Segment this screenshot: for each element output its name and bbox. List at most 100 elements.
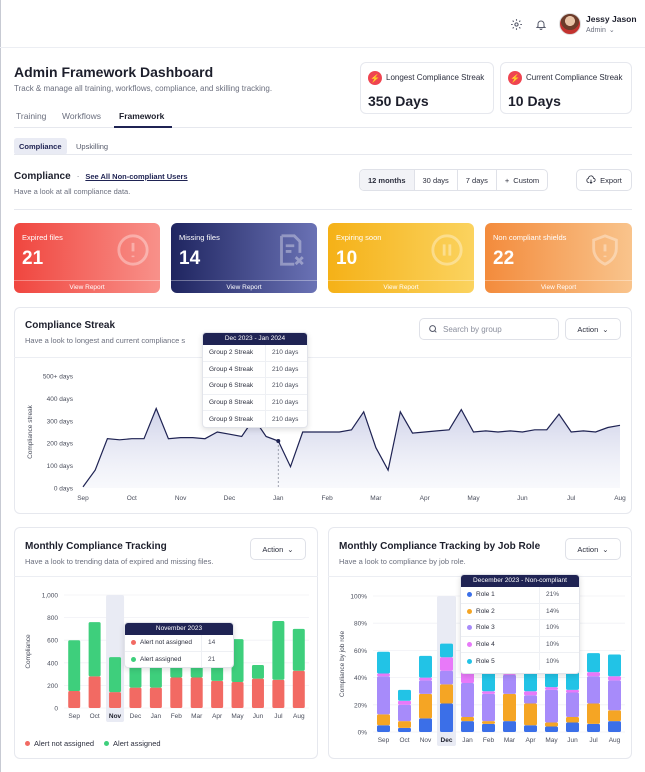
longest-streak-value: 350 Days <box>368 93 429 109</box>
export-label: Export <box>600 175 622 185</box>
avatar[interactable] <box>559 13 581 35</box>
x-tick-label: Mar <box>504 737 516 744</box>
tooltip-value: 14 <box>201 635 233 651</box>
legend-dot <box>467 625 472 631</box>
y-tick-label: 40% <box>354 675 367 682</box>
chevron-down-icon: ⌄ <box>608 27 615 34</box>
stat-value: 21 <box>22 248 44 269</box>
tab-training[interactable]: Training <box>16 111 47 121</box>
x-tick-label: Dec <box>224 495 236 502</box>
streak-action-button[interactable]: Action ⌄ <box>565 318 621 340</box>
legend-item[interactable]: Alert assigned <box>104 739 161 748</box>
chevron-down-icon: ⌄ <box>602 544 609 554</box>
compliance-title: Compliance <box>14 171 71 182</box>
x-tick-label: Dec <box>130 713 142 720</box>
page-subtitle: Track & manage all training, workflows, … <box>14 84 273 93</box>
bar-segment <box>608 710 621 722</box>
bar-segment <box>461 672 474 684</box>
bar-segment <box>482 723 495 732</box>
x-tick-label: May <box>231 713 244 720</box>
tooltip-key-label: Role 1 <box>476 591 495 599</box>
tooltip-key: Group 9 Streak <box>209 415 254 423</box>
legend-item[interactable]: Alert not assigned <box>25 739 94 748</box>
bell-icon[interactable] <box>531 14 551 34</box>
range-custom[interactable]: + Custom <box>497 170 547 190</box>
current-streak-value: 10 Days <box>508 93 561 109</box>
monthly-action-button[interactable]: Action ⌄ <box>250 538 306 560</box>
tooltip-key-label: Alert assigned <box>140 656 182 664</box>
subtab-upskilling[interactable]: Upskilling <box>76 142 109 151</box>
bar-segment <box>170 677 183 708</box>
bar-segment <box>292 628 305 671</box>
tooltip-value: 10% <box>539 636 579 652</box>
tooltip-key-label: Role 4 <box>476 640 495 648</box>
view-report-link[interactable]: View Report <box>14 280 160 293</box>
action-label: Action <box>577 544 599 554</box>
legend-label: Alert not assigned <box>34 739 95 748</box>
x-tick-label: Jun <box>253 713 264 720</box>
tooltip-key: Role 2 <box>461 608 539 615</box>
stat-label: Non compliant shields <box>493 233 567 242</box>
bar-segment <box>231 639 244 683</box>
jobrole-action-button[interactable]: Action ⌄ <box>565 538 621 560</box>
legend-dot <box>467 592 472 598</box>
view-report-link[interactable]: View Report <box>171 280 317 293</box>
x-tick-label: Aug <box>293 713 305 720</box>
bar-segment <box>482 693 495 722</box>
tooltip-row: Group 2 Streak 210 days <box>203 345 307 362</box>
legend-dot <box>467 608 472 614</box>
stat-label: Expired files <box>22 233 63 242</box>
bar-segment <box>419 680 432 694</box>
tooltip-row: Alert not assigned 14 <box>125 635 233 652</box>
range-12-months[interactable]: 12 months <box>360 170 415 190</box>
stat-value: 22 <box>493 248 515 269</box>
x-tick-label: Jun <box>517 495 528 502</box>
gear-icon[interactable] <box>506 14 526 34</box>
range-7-days[interactable]: 7 days <box>458 170 497 190</box>
search-input[interactable]: Search by group <box>443 324 502 334</box>
view-report-link[interactable]: View Report <box>328 280 474 293</box>
compliance-header: Compliance · See All Non-compliant Users <box>14 171 188 182</box>
export-button[interactable]: Export <box>576 169 632 191</box>
role-dropdown[interactable]: Admin ⌄ <box>586 26 615 35</box>
y-tick-label: 0% <box>358 730 368 737</box>
bar-segment <box>503 674 516 694</box>
bar-segment <box>211 680 224 708</box>
streak-line <box>82 406 621 488</box>
bar-segment <box>440 657 453 671</box>
bar-segment <box>398 721 411 728</box>
bar-segment <box>524 695 537 704</box>
x-tick-label: Sep <box>378 737 390 744</box>
bar-segment <box>419 677 432 681</box>
tab-framework[interactable]: Framework <box>119 111 165 121</box>
bar-segment <box>545 726 558 732</box>
non-compliant-users-link[interactable]: See All Non-compliant Users <box>85 172 188 181</box>
y-tick-label: 500+ days <box>43 374 74 381</box>
bar-segment <box>545 689 558 723</box>
x-tick-label: Mar <box>191 713 203 720</box>
tooltip-header: December 2023 - Non-compliant <box>461 575 579 587</box>
tooltip-key: Group 8 Streak <box>209 398 254 406</box>
subtab-compliance[interactable]: Compliance <box>14 138 67 155</box>
plus-icon: + <box>504 175 510 185</box>
bar-segment <box>190 677 203 708</box>
group-search[interactable]: Search by group <box>419 318 559 340</box>
y-tick-label: 800 <box>47 615 58 622</box>
x-tick-label: Jun <box>567 737 578 744</box>
action-label: Action <box>577 324 599 334</box>
view-report-link[interactable]: View Report <box>485 280 632 293</box>
streak-tooltip: Dec 2023 - Jan 2024 Group 2 Streak 210 da… <box>202 332 308 428</box>
bar-segment <box>587 703 600 724</box>
y-tick-label: 300 days <box>47 418 74 425</box>
stat-expired-files: Expired files 21 View Report <box>14 223 160 293</box>
tooltip-header: Dec 2023 - Jan 2024 <box>203 333 307 345</box>
shield-alert-icon <box>592 234 618 266</box>
range-30-days[interactable]: 30 days <box>415 170 458 190</box>
tab-workflows[interactable]: Workflows <box>62 111 102 121</box>
bar-segment <box>608 680 621 711</box>
tooltip-value: 210 days <box>265 378 307 394</box>
tooltip-row: Alert assigned 21 <box>125 651 233 667</box>
tooltip-row: Role 3 10% <box>461 620 579 637</box>
y-tick-label: 200 <box>47 683 58 690</box>
x-tick-label: Sep <box>68 713 80 720</box>
